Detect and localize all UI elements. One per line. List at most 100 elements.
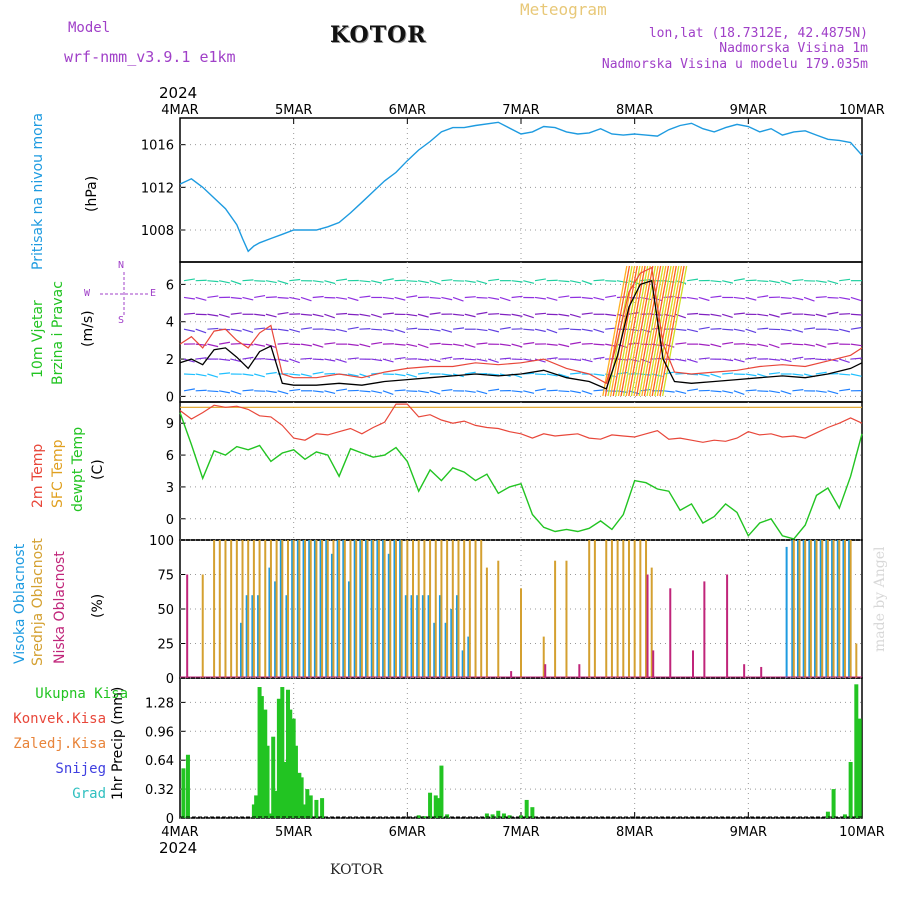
wind-arrow xyxy=(218,341,231,345)
y-tick-4-3: 0.96 xyxy=(145,725,174,740)
cloud-bar-low xyxy=(703,581,706,678)
cloud-bar-high xyxy=(416,595,419,678)
y-tick-3-1: 25 xyxy=(157,638,174,653)
cloud-bar-high xyxy=(382,540,385,678)
precip-bar xyxy=(445,814,450,818)
wind-arrow xyxy=(698,326,710,330)
wind-arrow xyxy=(558,373,570,378)
wind-fan-arrow xyxy=(659,265,685,397)
wind-arrow xyxy=(593,373,605,377)
wind-arrow xyxy=(569,280,581,284)
wind-arrow xyxy=(698,343,710,347)
wind-arrow xyxy=(780,280,792,285)
wind-arrow xyxy=(499,296,511,302)
wind-arrow xyxy=(230,312,242,315)
y-tick-1-3: 6 xyxy=(166,278,174,293)
wind-arrow xyxy=(406,295,418,299)
cloud-bar-high xyxy=(353,540,356,678)
wind-arrow xyxy=(605,294,617,299)
x-tick-top-6: 10MAR xyxy=(839,103,885,118)
wind-arrow xyxy=(850,326,862,330)
cloud-bar-high xyxy=(325,540,328,678)
wind-arrow xyxy=(570,328,582,331)
wind-arrow xyxy=(523,328,535,331)
x-tick-top-3: 7MAR xyxy=(502,103,539,118)
wind-arrow xyxy=(546,373,558,377)
wind-arrow xyxy=(429,358,441,363)
wind-arrow xyxy=(277,328,289,332)
wind-fan-arrow xyxy=(636,265,662,397)
precip-bar xyxy=(530,807,535,818)
cloud-bar-high xyxy=(791,540,794,678)
x-tick-top-5: 9MAR xyxy=(730,103,767,118)
cloud-bar-high xyxy=(438,595,441,678)
precip-bar xyxy=(274,790,279,818)
precip-bar xyxy=(831,789,836,818)
wind-arrow xyxy=(347,296,359,302)
cloud-bar-mid xyxy=(201,574,204,678)
wind-arrow xyxy=(722,372,734,375)
wind-fan-arrow xyxy=(620,265,646,397)
wind-arrow xyxy=(803,296,815,302)
wind-arrow xyxy=(207,327,219,330)
cloud-bar-high xyxy=(319,540,322,678)
wind-arrow xyxy=(382,390,394,395)
wind-arrow xyxy=(722,358,734,362)
cloud-bar-high xyxy=(785,546,788,678)
wind-arrow xyxy=(686,328,698,333)
cloud-bar-mid xyxy=(451,540,454,678)
wind-arrow xyxy=(722,328,734,331)
wind-arrow xyxy=(300,296,312,302)
wind-arrow xyxy=(768,372,780,375)
y-tick-3-2: 50 xyxy=(157,603,174,618)
wind-arrow xyxy=(183,358,195,363)
cloud-bar-mid xyxy=(309,540,312,678)
cloud-bar-high xyxy=(359,540,362,678)
year-bottom: 2024 xyxy=(159,839,198,857)
wind-arrow xyxy=(207,373,219,378)
cloud-bar-mid xyxy=(804,540,807,678)
wind-arrow xyxy=(324,280,336,285)
wind-arrow xyxy=(476,390,488,395)
y-tick-1-2: 4 xyxy=(166,316,174,331)
wind-arrow xyxy=(300,327,312,330)
dewpt-line xyxy=(179,412,863,540)
cloud-bar-mid xyxy=(326,540,329,678)
cloud-bar-mid xyxy=(230,540,233,678)
cloud-bar-mid xyxy=(480,540,483,678)
wind-arrow xyxy=(324,342,336,345)
wind-arrow xyxy=(219,372,231,375)
wind-arrow xyxy=(230,280,242,285)
cloud-bar-high xyxy=(365,540,368,678)
wind-arrow xyxy=(441,343,453,346)
wind-arrow xyxy=(523,313,534,319)
wind-arrow xyxy=(406,343,418,348)
wind-arrow xyxy=(359,295,371,299)
wind-arrow xyxy=(476,328,488,332)
wind-arrow xyxy=(476,280,488,285)
wind-arrow xyxy=(757,327,769,330)
wind-arrow xyxy=(663,371,675,375)
wind-arrow xyxy=(207,280,219,283)
legend-ukupna-kisa: Ukupna Kisa xyxy=(35,686,128,702)
cloud-bar-mid xyxy=(383,540,386,678)
wind-arrow xyxy=(780,296,792,300)
wind-arrow xyxy=(371,328,383,331)
wind-arrow xyxy=(277,311,289,315)
precip-bar xyxy=(288,709,293,818)
wind-arrow xyxy=(710,313,722,317)
cloud-bar-mid xyxy=(633,540,636,678)
wind-arrow xyxy=(254,327,266,330)
wind-arrow xyxy=(312,295,324,299)
wind-arrow xyxy=(336,296,348,300)
cloud-bar-high xyxy=(257,595,260,678)
wind-arrow xyxy=(804,357,816,360)
wind-arrow xyxy=(207,343,219,348)
wind-arrow xyxy=(839,388,851,392)
cloud-bar-mid xyxy=(286,540,289,678)
cloud-bar-high xyxy=(404,595,407,678)
wind-arrow xyxy=(289,388,301,392)
cloud-bar-low xyxy=(726,574,729,678)
wind-arrow xyxy=(441,356,453,360)
wind-arrow xyxy=(312,343,324,348)
